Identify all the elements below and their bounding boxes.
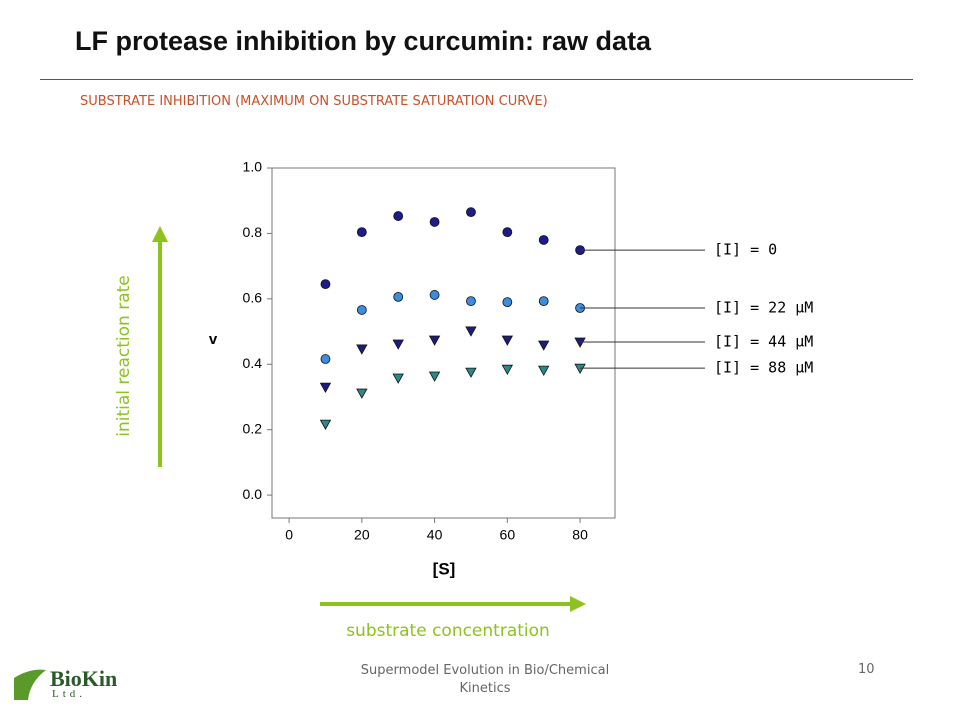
subtitle: SUBSTRATE INHIBITION (MAXIMUM ON SUBSTRA… — [80, 94, 548, 109]
point — [428, 335, 441, 346]
y-tick-label: 0.2 — [243, 420, 263, 436]
point — [466, 296, 476, 307]
x-axis-label: [S] — [433, 559, 456, 578]
point — [319, 419, 332, 430]
point — [501, 364, 514, 375]
x-tick-label: 20 — [354, 527, 370, 543]
footer: Supermodel Evolution in Bio/Chemical Kin… — [360, 663, 610, 696]
y-tick-label: 0.0 — [243, 486, 263, 502]
y-tick-label: 0.6 — [243, 290, 263, 306]
y-tick-label: 0.8 — [243, 224, 263, 240]
x-arrow-label: substrate concentration — [346, 621, 550, 641]
y-axis-label: v — [209, 331, 218, 348]
y-arrow-label: initial reaction rate — [114, 275, 134, 437]
point — [429, 290, 440, 300]
slide-title: LF protease inhibition by curcumin: raw … — [75, 26, 652, 56]
point — [393, 211, 404, 221]
point — [502, 297, 513, 308]
point — [429, 217, 440, 227]
point — [392, 373, 404, 384]
plot-frame — [271, 167, 616, 519]
point — [538, 340, 550, 351]
point — [320, 279, 331, 290]
point — [356, 305, 367, 315]
point — [501, 335, 514, 346]
point — [393, 291, 404, 302]
point — [538, 235, 549, 245]
point — [320, 354, 331, 364]
y-tick-label: 1.0 — [243, 159, 263, 175]
x-tick-label: 40 — [427, 527, 443, 543]
logo-leaf — [14, 669, 46, 700]
point — [392, 339, 404, 350]
logo-name: BioKin — [50, 666, 118, 691]
point — [356, 344, 368, 355]
point — [465, 367, 477, 378]
title-rule — [40, 79, 913, 80]
legend-label: [I] = 88 μM — [714, 359, 813, 377]
y-tick-label: 0.4 — [243, 355, 263, 371]
logo-suffix: Ltd. — [52, 688, 87, 700]
x-tick-label: 80 — [572, 527, 588, 543]
point — [538, 365, 550, 376]
point — [466, 207, 476, 218]
point — [356, 227, 367, 238]
point — [538, 296, 549, 307]
x-arrow-head — [570, 596, 586, 612]
point — [574, 363, 586, 375]
x-tick-label: 0 — [285, 527, 293, 543]
point — [465, 326, 477, 337]
legend-label: [I] = 0 — [714, 241, 777, 259]
x-tick-label: 60 — [500, 527, 516, 543]
point — [574, 337, 586, 348]
legend-label: [I] = 22 μM — [714, 299, 813, 317]
legend-label: [I] = 44 μM — [714, 333, 813, 351]
point — [502, 227, 513, 238]
page-number: 10 — [858, 662, 875, 677]
point — [319, 382, 332, 393]
point — [428, 371, 441, 382]
y-arrow-head — [152, 226, 168, 242]
point — [356, 388, 368, 399]
